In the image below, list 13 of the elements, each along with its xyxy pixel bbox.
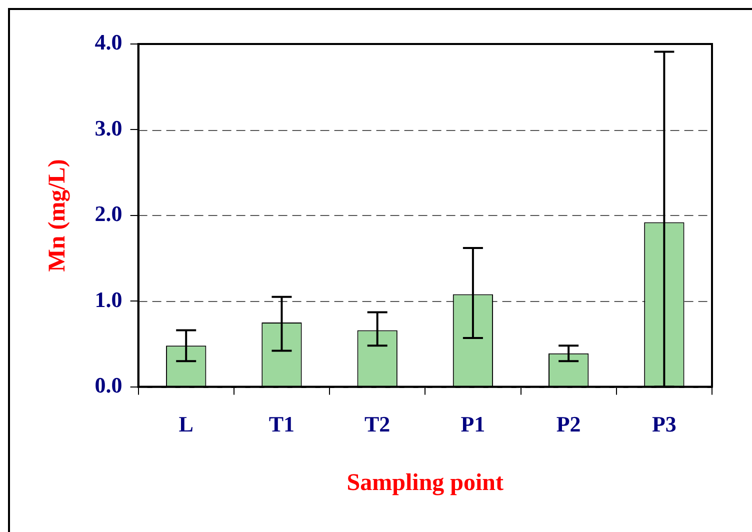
y-tick-label: 2.0	[94, 201, 122, 226]
x-tick-label: P2	[556, 412, 581, 437]
y-tick-label: 3.0	[94, 115, 122, 140]
y-tick-label: 4.0	[94, 30, 122, 55]
y-tick-label: 0.0	[94, 372, 122, 398]
x-axis-title: Sampling point	[346, 470, 504, 496]
x-tick-label: L	[178, 412, 194, 437]
x-tick-label: P1	[460, 412, 486, 437]
y-axis-title: Mn (mg/L)	[44, 159, 71, 272]
x-tick-label: P3	[652, 412, 676, 437]
y-tick-label: 1.0	[94, 286, 122, 312]
x-tick-label: T2	[364, 412, 390, 437]
x-tick-label: T1	[268, 412, 295, 437]
